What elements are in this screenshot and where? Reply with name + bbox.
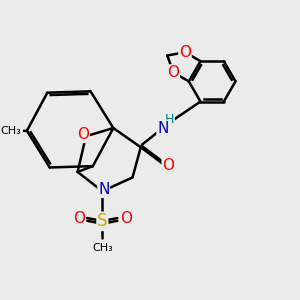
Text: N: N	[98, 182, 110, 197]
Text: O: O	[162, 158, 174, 172]
Text: O: O	[73, 211, 85, 226]
Text: S: S	[97, 212, 108, 230]
Text: CH₃: CH₃	[0, 126, 21, 136]
Text: O: O	[120, 211, 132, 226]
Text: O: O	[77, 128, 89, 142]
Text: N: N	[157, 121, 168, 136]
Text: O: O	[179, 45, 191, 60]
Text: H: H	[165, 113, 174, 126]
Text: O: O	[167, 65, 179, 80]
Text: CH₃: CH₃	[92, 243, 113, 253]
